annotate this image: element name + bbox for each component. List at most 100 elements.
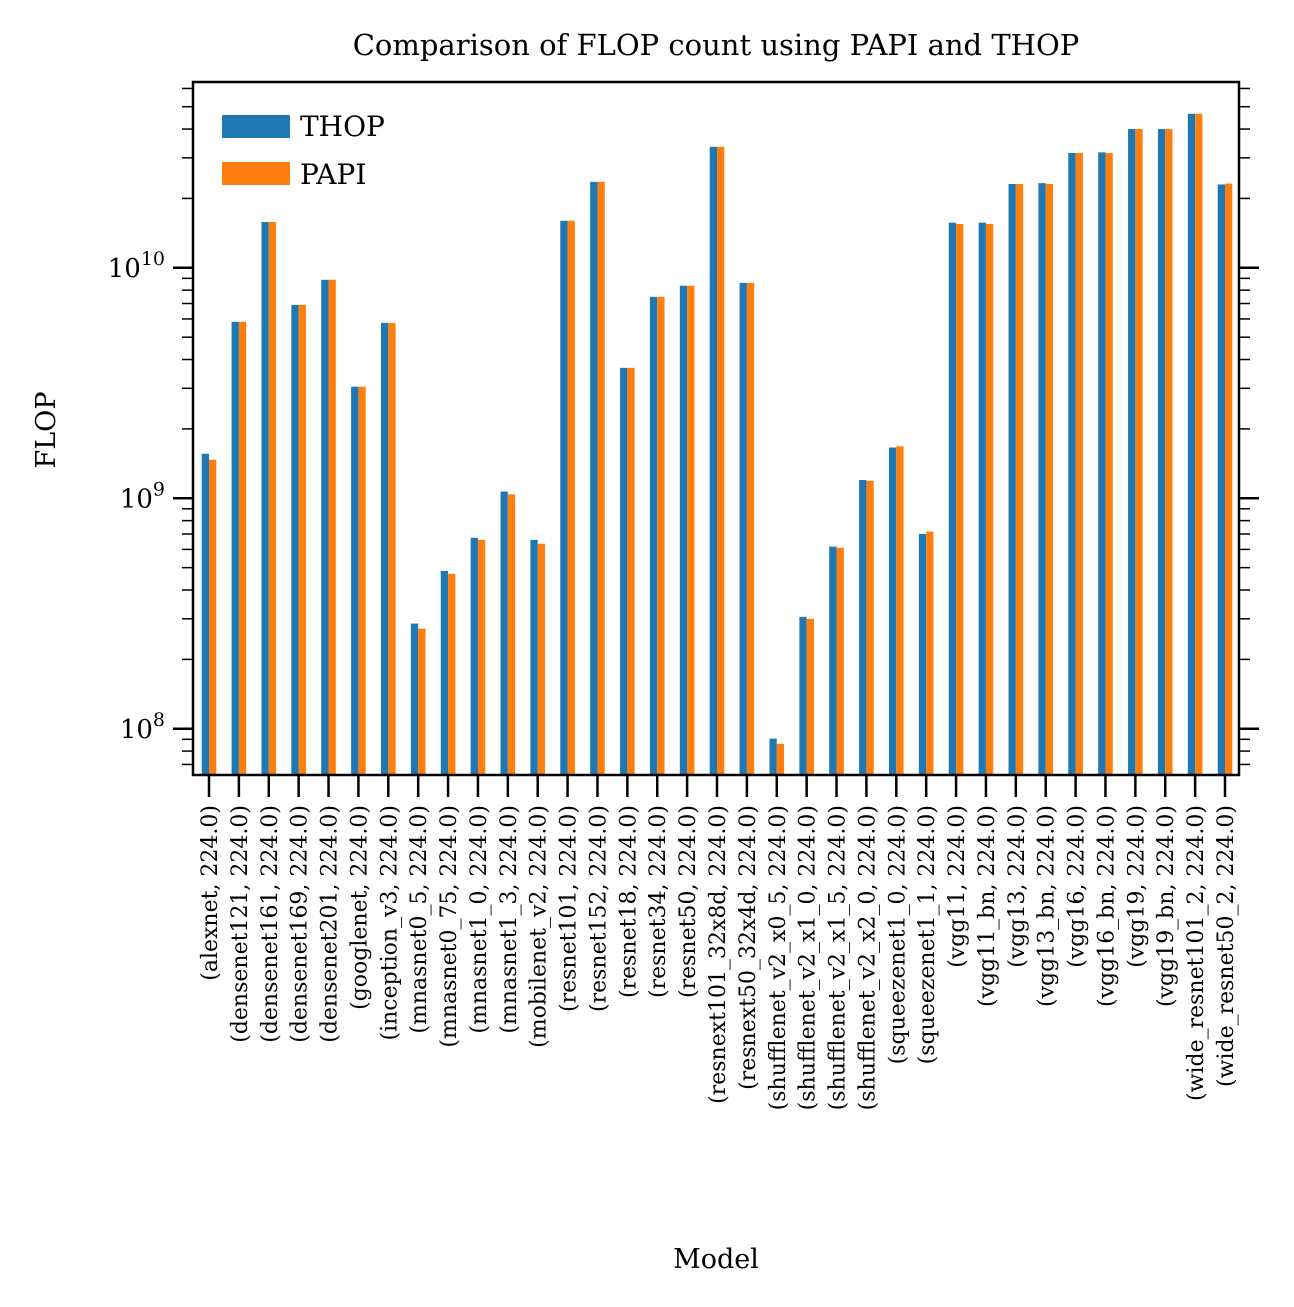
bar-thop xyxy=(351,386,359,775)
bar-papi xyxy=(985,223,994,775)
bar-thop xyxy=(918,533,927,775)
bar-papi xyxy=(746,282,755,775)
bar-thop xyxy=(380,322,389,775)
bar-papi xyxy=(209,459,217,775)
bar-papi xyxy=(836,547,844,775)
bar-thop xyxy=(709,146,717,776)
bar-papi xyxy=(418,628,426,775)
bar-thop xyxy=(1098,152,1106,775)
bar-papi xyxy=(448,573,456,775)
bar-papi xyxy=(627,367,635,775)
x-tick-label: (shufflenet_v2_x1_5, 224.0) xyxy=(826,805,851,1110)
bar-thop xyxy=(470,537,478,775)
x-tick-label: (shufflenet_v2_x0_5, 224.0) xyxy=(766,805,791,1110)
bar-thop xyxy=(679,285,688,775)
bar-papi xyxy=(477,539,486,775)
bar-papi xyxy=(1135,129,1143,776)
bar-papi xyxy=(1165,129,1173,776)
x-tick-label: (vgg19, 224.0) xyxy=(1124,805,1149,968)
x-tick-label: (vgg13, 224.0) xyxy=(1005,805,1030,968)
bar-papi xyxy=(537,543,546,775)
x-tick-label: (inception_v3, 224.0) xyxy=(377,805,402,1040)
bar-thop xyxy=(799,616,807,775)
chart-title: Comparison of FLOP count using PAPI and … xyxy=(353,28,1080,62)
bar-thop xyxy=(1038,183,1046,775)
legend-swatch-papi xyxy=(222,162,290,185)
bar-thop xyxy=(410,623,419,775)
bar-thop xyxy=(649,296,658,775)
bar-papi xyxy=(388,322,396,775)
x-tick-label: (vgg11_bn, 224.0) xyxy=(975,805,1000,1007)
x-axis-label: Model xyxy=(673,1244,759,1275)
x-tick-label: (resnext50_32x4d, 224.0) xyxy=(736,805,761,1090)
bar-thop xyxy=(1157,129,1166,776)
bar-thop xyxy=(231,321,239,775)
bar-thop xyxy=(739,282,747,775)
bar-papi xyxy=(1225,183,1233,775)
x-tick-label: (resnet50, 224.0) xyxy=(676,805,701,998)
x-tick-label: (densenet169, 224.0) xyxy=(288,805,313,1043)
x-tick-label: (squeezenet1_1, 224.0) xyxy=(915,805,940,1064)
x-tick-label: (mnasnet1_0, 224.0) xyxy=(467,805,492,1034)
bar-thop xyxy=(1217,184,1225,775)
bar-papi xyxy=(1075,152,1083,776)
legend-swatch-thop xyxy=(222,115,290,138)
x-tick-label: (shufflenet_v2_x1_0, 224.0) xyxy=(796,805,821,1110)
y-tick-label: 108 xyxy=(120,709,165,745)
bar-papi xyxy=(926,531,934,775)
bar-thop xyxy=(291,304,299,775)
x-tick-label: (resnet18, 224.0) xyxy=(616,805,641,998)
x-tick-label: (resnet152, 224.0) xyxy=(586,805,611,1012)
bar-thop xyxy=(948,222,957,776)
bar-papi xyxy=(268,222,277,776)
bar-thop xyxy=(201,453,209,775)
bar-thop xyxy=(500,491,508,775)
bar-papi xyxy=(657,296,665,775)
x-tick-label: (densenet121, 224.0) xyxy=(228,805,253,1043)
bar-papi xyxy=(717,146,725,776)
bar-papi xyxy=(776,743,785,775)
x-tick-label: (densenet201, 224.0) xyxy=(318,805,343,1043)
bar-papi xyxy=(956,223,964,775)
x-tick-label: (mnasnet0_75, 224.0) xyxy=(437,805,462,1048)
bar-papi xyxy=(896,446,904,775)
bar-papi xyxy=(358,386,366,775)
x-tick-label: (densenet161, 224.0) xyxy=(258,805,283,1043)
x-tick-label: (wide_resnet50_2, 224.0) xyxy=(1214,805,1239,1087)
bar-papi xyxy=(507,494,516,775)
bar-papi xyxy=(1195,113,1203,775)
bar-papi xyxy=(806,618,814,775)
bar-thop xyxy=(1008,184,1016,775)
bar-thop xyxy=(261,222,269,776)
x-tick-label: (resnext101_32x8d, 224.0) xyxy=(706,805,731,1104)
bar-thop xyxy=(530,539,538,775)
bar-thop xyxy=(829,546,837,775)
x-tick-label: (vgg16, 224.0) xyxy=(1065,805,1090,968)
x-tick-label: (resnet101, 224.0) xyxy=(557,805,582,1012)
legend-label-papi: PAPI xyxy=(300,158,366,191)
x-tick-label: (vgg11, 224.0) xyxy=(945,805,970,968)
x-tick-label: (mnasnet1_3, 224.0) xyxy=(497,805,522,1034)
bar-papi xyxy=(866,480,874,775)
bar-papi xyxy=(687,285,695,775)
x-tick-label: (vgg16_bn, 224.0) xyxy=(1094,805,1119,1007)
bar-thop xyxy=(1128,129,1136,776)
x-tick-label: (mobilenet_v2, 224.0) xyxy=(527,805,552,1048)
bar-papi xyxy=(1105,152,1113,776)
x-tick-label: (googlenet, 224.0) xyxy=(347,805,372,1010)
bar-papi xyxy=(597,181,605,775)
y-tick-label: 1010 xyxy=(108,248,165,284)
bar-thop xyxy=(1068,152,1076,776)
x-tick-label: (vgg19_bn, 224.0) xyxy=(1154,805,1179,1007)
bar-papi xyxy=(298,304,306,775)
bar-thop xyxy=(620,367,628,775)
bar-thop xyxy=(1187,113,1196,775)
bar-thop xyxy=(590,181,598,775)
x-tick-label: (resnet34, 224.0) xyxy=(646,805,671,998)
bar-thop xyxy=(321,279,329,775)
bar-thop xyxy=(769,738,777,775)
x-tick-label: (squeezenet1_0, 224.0) xyxy=(885,805,910,1064)
legend-label-thop: THOP xyxy=(300,110,385,143)
bar-thop xyxy=(978,222,986,776)
x-tick-label: (alexnet, 224.0) xyxy=(198,805,223,981)
